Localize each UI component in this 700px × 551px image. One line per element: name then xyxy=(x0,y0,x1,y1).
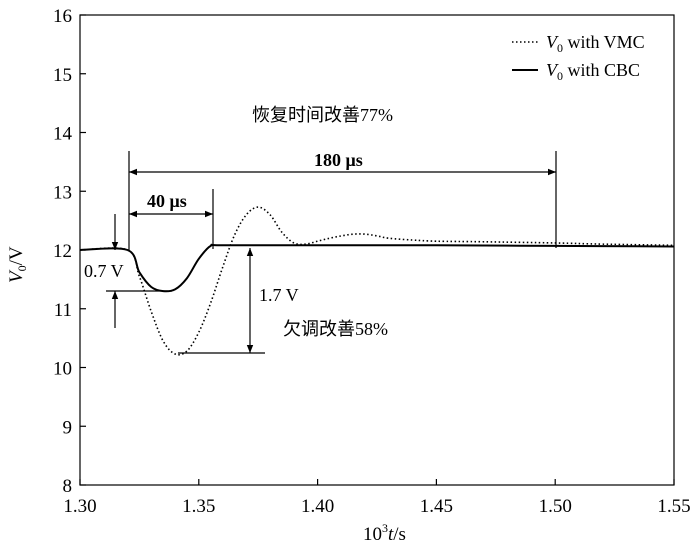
span-long-label: 180 μs xyxy=(314,150,363,170)
span-short-label: 40 μs xyxy=(147,191,187,211)
legend-label-cbc: V0 with CBC xyxy=(546,60,640,83)
x-tick-label: 1.30 xyxy=(63,496,96,517)
x-tick-label: 1.45 xyxy=(420,496,453,517)
x-axis-title: 103t/s xyxy=(363,521,406,545)
y-tick-label: 11 xyxy=(54,300,72,321)
x-tick-label: 1.35 xyxy=(182,496,215,517)
x-tick-label: 1.50 xyxy=(539,496,572,517)
x-tick-label: 1.40 xyxy=(301,496,334,517)
series-line-vmc xyxy=(79,206,675,356)
y-tick-label: 10 xyxy=(53,359,72,380)
y-tick-label: 14 xyxy=(53,124,73,145)
drop-cbc-label: 0.7 V xyxy=(84,261,124,281)
recovery-improvement-text: 恢复时间改善77% xyxy=(252,105,393,125)
x-axis-ticks: 1.30 1.35 1.40 1.45 1.50 1.55 xyxy=(63,479,691,517)
y-axis-title: V0/V xyxy=(6,246,29,283)
plot-frame xyxy=(79,14,675,486)
y-tick-label: 9 xyxy=(63,417,73,438)
x-tick-label: 1.55 xyxy=(657,496,690,517)
legend-label-vmc: V0 with VMC xyxy=(546,32,645,55)
y-tick-label: 15 xyxy=(53,65,72,86)
y-tick-label: 8 xyxy=(63,476,73,497)
drop-vmc-label: 1.7 V xyxy=(259,285,299,305)
y-tick-label: 12 xyxy=(53,241,72,262)
series-line-cbc xyxy=(79,243,675,293)
annotations: 恢复时间改善77% 180 μs 40 μs 0.7 V 1.7 V 欠调改善5… xyxy=(84,105,557,354)
y-tick-label: 13 xyxy=(53,182,72,203)
y-axis-ticks: 8 9 10 11 12 13 14 15 16 xyxy=(53,6,86,497)
y-tick-label: 16 xyxy=(53,6,72,27)
legend: V0 with VMC V0 with CBC xyxy=(512,32,645,83)
undershoot-improvement-text: 欠调改善58% xyxy=(283,319,388,339)
